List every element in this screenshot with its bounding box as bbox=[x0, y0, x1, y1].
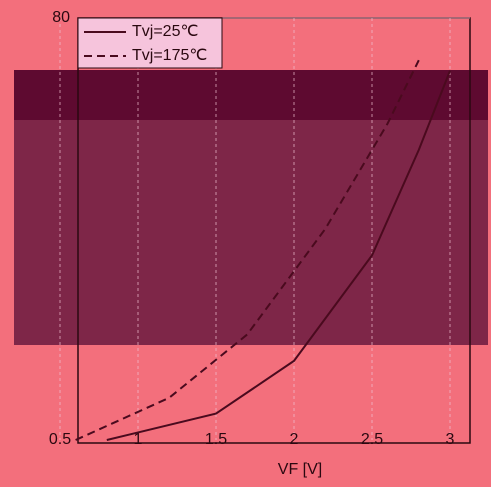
legend-label: Tvj=25℃ bbox=[132, 23, 198, 40]
x-tick-label: 0.5 bbox=[49, 431, 71, 448]
x-tick-label: 2 bbox=[290, 431, 299, 448]
x-axis-label: VF [V] bbox=[278, 461, 322, 478]
band-dark bbox=[14, 70, 488, 120]
y-tick-label: 80 bbox=[52, 9, 70, 26]
chart: VF [V] 0.511.522.5380Tvj=25℃Tvj=175℃ bbox=[0, 0, 491, 487]
x-tick-label: 2.5 bbox=[361, 431, 383, 448]
legend-label: Tvj=175℃ bbox=[132, 47, 207, 64]
x-tick-label: 3 bbox=[446, 431, 455, 448]
x-tick-label: 1.5 bbox=[205, 431, 227, 448]
